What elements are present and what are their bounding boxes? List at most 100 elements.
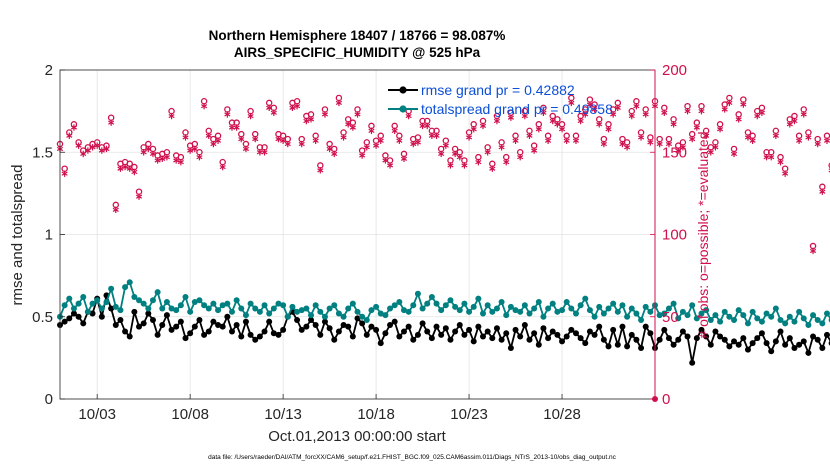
- data-point-rmse: [586, 328, 593, 335]
- data-point-totalspread: [800, 315, 807, 322]
- data-point-rmse: [387, 321, 394, 328]
- data-point-rmse: [591, 331, 598, 338]
- data-point-totalspread: [261, 302, 268, 309]
- data-point-rmse: [577, 335, 584, 342]
- data-point-totalspread: [126, 279, 133, 286]
- data-point-totalspread: [391, 302, 398, 309]
- data-point-totalspread: [758, 318, 765, 325]
- data-point-totalspread: [684, 312, 691, 319]
- data-point-rmse: [512, 326, 519, 333]
- data-point-totalspread: [321, 313, 328, 320]
- data-point-rmse: [438, 331, 445, 338]
- data-point-rmse: [540, 325, 547, 332]
- data-point-totalspread: [70, 305, 77, 312]
- data-point-obs-evaluated: [707, 149, 714, 156]
- data-point-obs-evaluated: [345, 121, 352, 128]
- data-file-footer: data file: /Users/raeder/DAI/ATM_forcXX/…: [208, 454, 617, 461]
- data-point-rmse: [335, 328, 342, 335]
- data-point-obs-evaluated: [289, 104, 296, 112]
- data-point-rmse: [308, 317, 315, 324]
- data-point-rmse: [261, 328, 268, 335]
- data-point-obs-evaluated: [572, 137, 580, 144]
- data-point-totalspread: [656, 312, 663, 319]
- data-point-totalspread: [475, 295, 482, 302]
- data-point-obs-evaluated: [196, 153, 203, 161]
- data-point-obs-evaluated: [540, 109, 547, 116]
- data-point-rmse: [442, 325, 449, 332]
- data-point-obs-evaluated: [405, 112, 412, 120]
- data-point-rmse: [447, 336, 454, 343]
- data-point-rmse: [117, 317, 124, 324]
- data-point-obs-evaluated: [145, 145, 152, 153]
- data-point-obs-evaluated: [98, 147, 105, 154]
- data-point-totalspread: [359, 313, 366, 320]
- data-point-totalspread: [294, 308, 301, 315]
- data-point-obs-evaluated: [619, 140, 626, 148]
- data-point-obs-evaluated: [475, 158, 482, 166]
- data-point-obs-evaluated: [656, 140, 663, 148]
- data-point-obs-evaluated: [201, 102, 208, 110]
- data-point-rmse: [252, 336, 259, 343]
- data-point-rmse: [744, 346, 751, 353]
- x-axis-label: Oct.01,2013 00:00:00 start: [268, 428, 446, 445]
- data-point-totalspread: [108, 285, 115, 292]
- data-point-totalspread: [456, 307, 463, 314]
- data-point-obs-evaluated: [89, 144, 96, 151]
- data-point-obs-evaluated: [498, 144, 505, 151]
- data-point-obs-evaluated: [554, 121, 561, 128]
- data-point-obs-evaluated: [503, 158, 510, 166]
- data-point-totalspread: [619, 302, 626, 309]
- data-point-rmse: [136, 323, 143, 330]
- data-point-totalspread: [317, 308, 324, 315]
- data-point-rmse: [433, 323, 440, 330]
- data-point-obs-evaluated: [470, 126, 477, 133]
- data-point-totalspread: [689, 302, 696, 309]
- data-point-obs-evaluated: [424, 122, 431, 130]
- legend: rmse grand pr = 0.42882 totalspread gran…: [388, 82, 613, 117]
- data-point-rmse: [317, 331, 324, 338]
- data-point-rmse: [572, 330, 579, 337]
- data-point-totalspread: [703, 307, 710, 314]
- data-point-rmse: [582, 340, 589, 347]
- data-point-rmse: [414, 331, 421, 338]
- data-point-obs-evaluated: [456, 153, 463, 161]
- data-point-rmse: [521, 321, 528, 328]
- data-point-obs-evaluated: [66, 132, 73, 139]
- data-point-obs-evaluated: [438, 150, 445, 158]
- data-point-totalspread: [242, 312, 249, 319]
- data-point-obs-evaluated: [447, 162, 454, 169]
- series-rmse: [57, 292, 830, 366]
- data-point-rmse: [619, 323, 626, 330]
- data-point-obs-evaluated: [712, 144, 719, 151]
- data-point-rmse: [331, 336, 338, 343]
- data-point-totalspread: [117, 307, 124, 314]
- data-point-rmse: [563, 333, 570, 340]
- data-point-obs-evaluated: [108, 119, 115, 126]
- data-point-obs-evaluated: [414, 139, 422, 146]
- data-point-totalspread: [545, 305, 552, 312]
- data-point-totalspread: [772, 305, 779, 312]
- legend-spread-label: totalspread grand pr = 0.49858: [421, 101, 613, 117]
- data-point-rmse: [345, 323, 352, 330]
- data-point-rmse: [507, 345, 514, 352]
- data-point-rmse: [726, 343, 733, 350]
- data-point-rmse: [70, 310, 77, 317]
- data-point-totalspread: [382, 312, 389, 319]
- data-point-obs-evaluated: [94, 142, 101, 149]
- data-point-totalspread: [470, 303, 477, 310]
- data-point-rmse: [768, 348, 775, 355]
- data-point-obs-evaluated: [317, 167, 324, 174]
- data-point-totalspread: [517, 308, 524, 315]
- data-point-rmse: [679, 328, 686, 335]
- data-point-totalspread: [559, 307, 566, 314]
- data-point-totalspread: [442, 302, 449, 309]
- data-point-obs-evaluated: [558, 126, 566, 133]
- data-point-totalspread: [377, 310, 384, 317]
- y-right-tick-label: 150: [662, 144, 687, 161]
- data-point-obs-evaluated: [293, 102, 301, 110]
- data-point-totalspread: [182, 294, 189, 301]
- data-point-obs-evaluated: [665, 140, 673, 148]
- data-point-obs-evaluated: [396, 137, 403, 144]
- data-point-totalspread: [563, 298, 570, 305]
- data-point-obs-evaluated: [280, 137, 287, 144]
